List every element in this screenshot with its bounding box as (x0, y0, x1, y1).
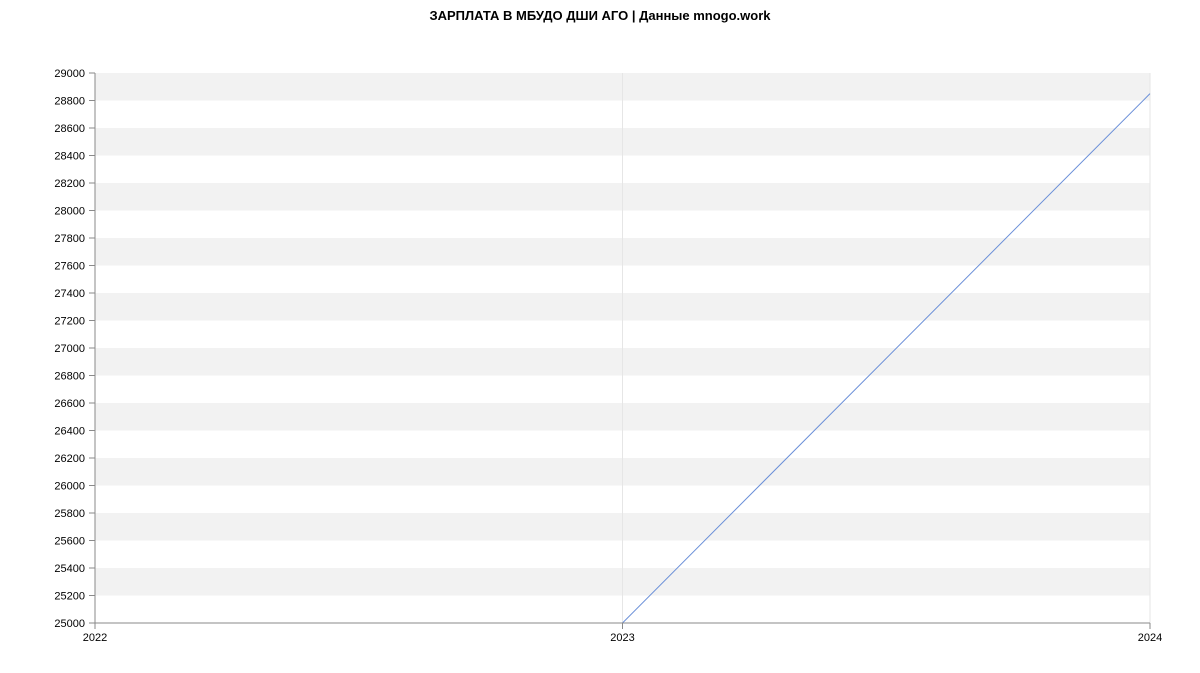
svg-text:26600: 26600 (54, 398, 85, 410)
chart-container: ЗАРПЛАТА В МБУДО ДШИ АГО | Данные mnogo.… (0, 0, 1200, 650)
svg-text:25000: 25000 (54, 618, 85, 630)
svg-text:2024: 2024 (1138, 632, 1162, 644)
svg-text:28000: 28000 (54, 206, 85, 218)
svg-text:26800: 26800 (54, 371, 85, 383)
svg-text:28400: 28400 (54, 151, 85, 163)
line-chart: 25000 25200 25400 25600 25800 26000 26200 26400… (0, 23, 1200, 673)
svg-text:29000: 29000 (54, 68, 85, 80)
svg-text:25800: 25800 (54, 508, 85, 520)
svg-text:28200: 28200 (54, 178, 85, 190)
svg-text:28600: 28600 (54, 123, 85, 135)
svg-text:2023: 2023 (610, 632, 634, 644)
svg-text:27800: 27800 (54, 233, 85, 245)
svg-text:2022: 2022 (83, 632, 107, 644)
svg-text:27600: 27600 (54, 261, 85, 273)
svg-text:25400: 25400 (54, 563, 85, 575)
svg-text:26200: 26200 (54, 453, 85, 465)
svg-text:27400: 27400 (54, 288, 85, 300)
svg-text:27200: 27200 (54, 316, 85, 328)
svg-text:28800: 28800 (54, 96, 85, 108)
svg-text:25600: 25600 (54, 536, 85, 548)
svg-text:26400: 26400 (54, 426, 85, 438)
svg-text:26000: 26000 (54, 481, 85, 493)
svg-text:25200: 25200 (54, 591, 85, 603)
svg-text:27000: 27000 (54, 343, 85, 355)
chart-title: ЗАРПЛАТА В МБУДО ДШИ АГО | Данные mnogo.… (0, 0, 1200, 23)
